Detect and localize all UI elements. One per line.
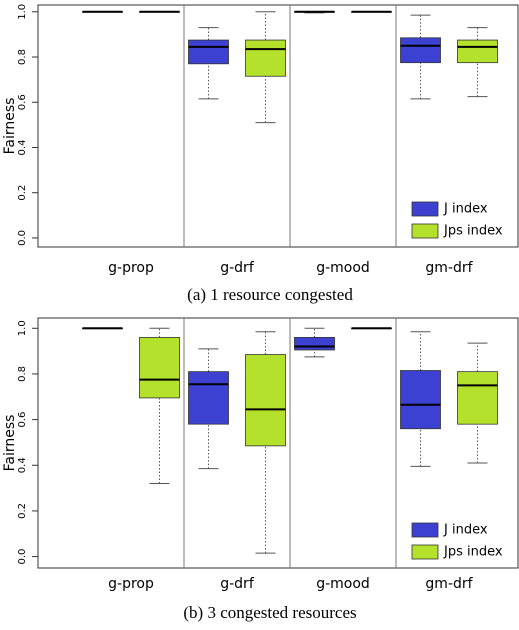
- y-tick-label: 0.8: [17, 49, 28, 65]
- plot-frame: [37, 317, 519, 569]
- plot-frame: [37, 4, 519, 248]
- x-tick-label: g-mood: [316, 260, 370, 276]
- x-tick-label: gm-drf: [425, 576, 473, 592]
- y-tick-label: 1.0: [17, 320, 28, 336]
- legend-label: Jps index: [443, 545, 503, 560]
- box: [188, 371, 229, 425]
- x-tick-label: g-drf: [220, 576, 255, 592]
- caption: (a) 1 resource congested: [187, 285, 353, 304]
- y-tick-label: 0.4: [17, 140, 28, 156]
- legend-label: Jps index: [443, 224, 503, 239]
- box: [245, 354, 286, 447]
- caption: (b) 3 congested resources: [183, 603, 356, 622]
- legend-swatch: [411, 201, 439, 217]
- box: [139, 337, 180, 399]
- legend-swatch: [411, 522, 439, 538]
- y-tick-label: 0.2: [17, 185, 28, 201]
- y-tick-label: 0.6: [17, 412, 28, 428]
- x-tick-label: g-prop: [108, 576, 154, 592]
- box: [400, 370, 441, 430]
- y-tick-label: 1.0: [17, 4, 28, 20]
- x-tick-label: g-mood: [316, 576, 370, 592]
- box: [294, 337, 335, 351]
- y-tick-label: 0.0: [17, 230, 28, 246]
- y-tick-label: 0.6: [17, 94, 28, 110]
- y-axis-label: Fairness: [2, 98, 18, 155]
- x-tick-label: g-drf: [220, 260, 255, 276]
- box: [245, 39, 286, 77]
- legend-swatch: [411, 544, 439, 560]
- y-axis-label: Fairness: [2, 415, 18, 472]
- box: [457, 371, 498, 425]
- legend-swatch: [411, 223, 439, 239]
- y-tick-label: 0.0: [17, 549, 28, 565]
- y-tick-label: 0.8: [17, 366, 28, 382]
- y-tick-label: 0.2: [17, 503, 28, 519]
- legend-label: J index: [443, 202, 488, 217]
- x-tick-label: g-prop: [108, 260, 154, 276]
- legend-label: J index: [443, 523, 488, 538]
- y-tick-label: 0.4: [17, 457, 28, 473]
- box: [457, 39, 498, 64]
- x-tick-label: gm-drf: [425, 260, 473, 276]
- box: [188, 39, 229, 65]
- box: [400, 37, 441, 64]
